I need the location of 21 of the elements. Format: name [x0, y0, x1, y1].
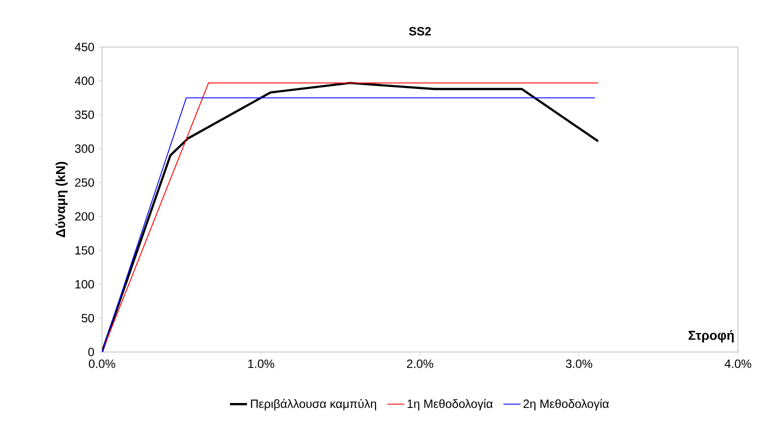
- y-tick-label: 300: [74, 144, 94, 153]
- y-axis-title: Δύναμη (kN): [55, 162, 68, 238]
- x-tick-label: 3.0%: [566, 360, 592, 368]
- y-tick-label: 0: [88, 348, 94, 356]
- x-tick-label: 0.0%: [88, 360, 116, 368]
- y-tick-label: 150: [75, 246, 94, 255]
- y-tick-label: 250: [75, 178, 94, 187]
- y-tick-label: 200: [75, 212, 94, 221]
- legend-label: 1η Μεθοδολογία: [408, 398, 493, 410]
- x-tick-label: 4.0%: [724, 360, 752, 368]
- x-tick-label: 1.0%: [248, 360, 274, 368]
- legend-label: Περιβάλλουσα καμπύλη: [251, 398, 376, 410]
- chart-title: SS2: [409, 27, 431, 36]
- y-tick-label: 100: [75, 280, 94, 288]
- x-tick-label: 2.0%: [406, 360, 434, 368]
- y-tick-label: 450: [74, 42, 94, 52]
- x-axis-title: Στροφή: [688, 330, 734, 342]
- y-tick-label: 350: [74, 110, 94, 119]
- y-tick-label: 50: [82, 314, 94, 322]
- legend-label: 2η Μεθοδολογία: [524, 398, 609, 410]
- y-tick-label: 400: [74, 76, 94, 86]
